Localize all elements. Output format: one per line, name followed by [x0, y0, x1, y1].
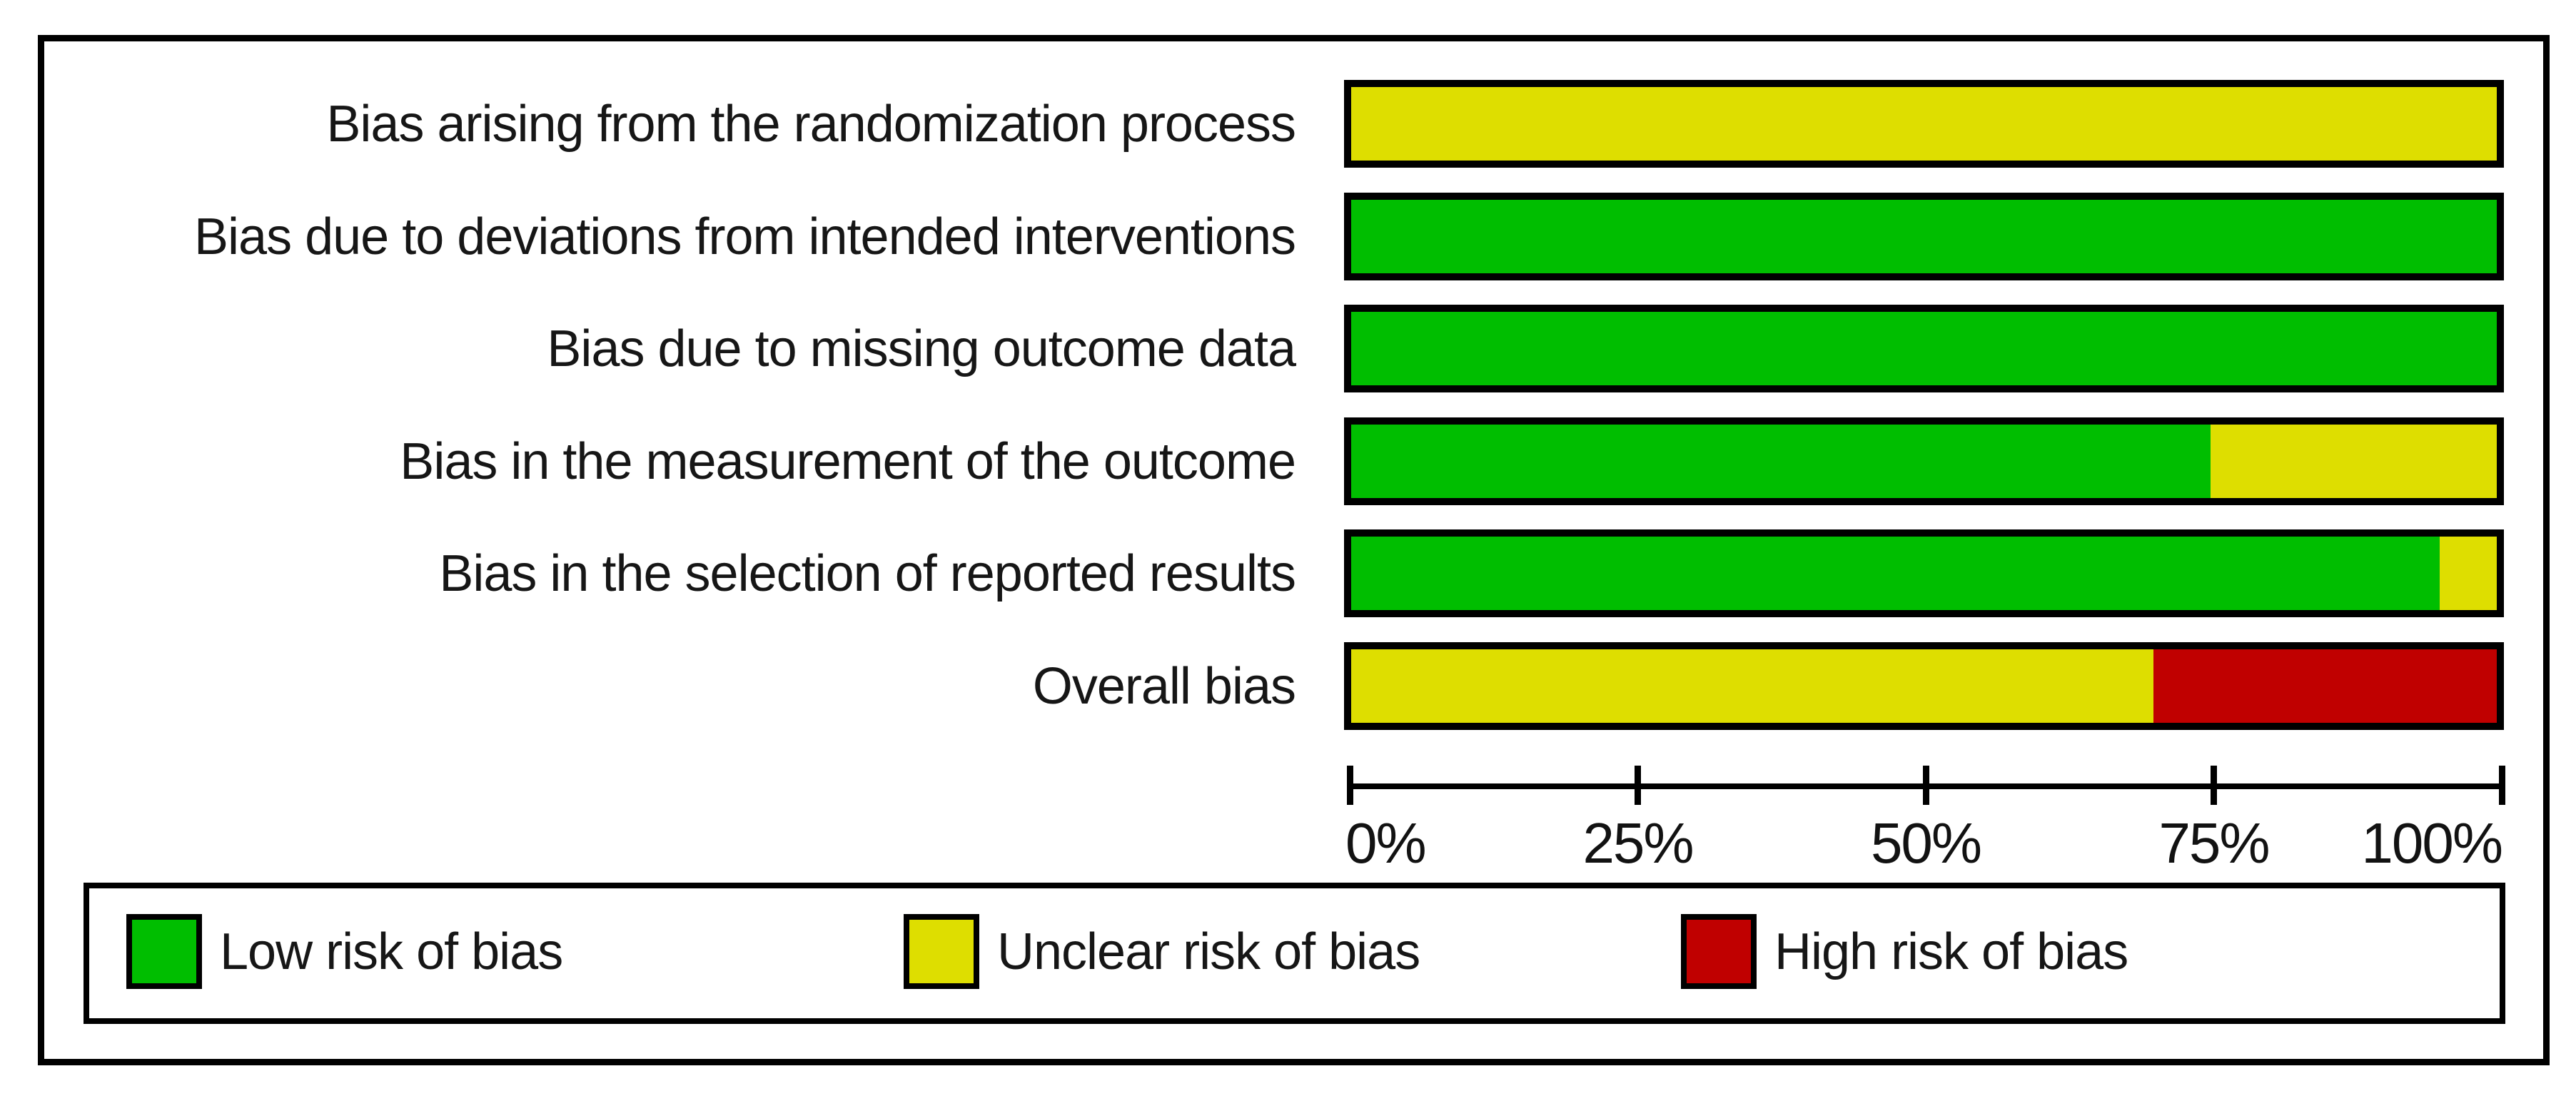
- segment-high-30pct: [2153, 649, 2497, 723]
- segment-unclear-100pct: [1351, 87, 2497, 161]
- segment-low-95pct: [1351, 537, 2440, 610]
- legend-label-high: High risk of bias: [1774, 923, 2128, 980]
- legend-label-unclear: Unclear risk of bias: [997, 923, 1420, 980]
- bar-label-3: Bias in the measurement of the outcome: [400, 432, 1296, 490]
- stacked-bar-0: [1344, 80, 2504, 168]
- bar-label-0: Bias arising from the randomization proc…: [326, 95, 1296, 153]
- bar-label-4: Bias in the selection of reported result…: [439, 544, 1296, 602]
- stacked-bar-4: [1344, 529, 2504, 617]
- stacked-bar-5: [1344, 642, 2504, 730]
- stacked-bar-1: [1344, 193, 2504, 280]
- legend-swatch-high: [1681, 914, 1757, 989]
- segment-unclear-5pct: [2439, 537, 2497, 610]
- legend-swatch-low: [126, 914, 202, 989]
- segment-unclear-25pct: [2210, 425, 2497, 498]
- x-axis-tick-25: [1635, 766, 1641, 805]
- x-axis-tick-label-75: 75%: [2158, 811, 2270, 875]
- bar-label-2: Bias due to missing outcome data: [547, 320, 1296, 377]
- stacked-bar-2: [1344, 305, 2504, 392]
- x-axis-tick-0: [1346, 766, 1353, 805]
- bar-label-1: Bias due to deviations from intended int…: [194, 208, 1296, 265]
- segment-low-100pct: [1351, 200, 2497, 273]
- x-axis-tick-50: [1922, 766, 1929, 805]
- legend-box: [84, 883, 2505, 1024]
- segment-unclear-70pct: [1351, 649, 2153, 723]
- x-axis-tick-label-100: 100%: [2361, 811, 2503, 875]
- x-axis-tick-label-50: 50%: [1870, 811, 1982, 875]
- legend-swatch-unclear: [904, 914, 979, 989]
- bar-label-5: Overall bias: [1032, 657, 1296, 715]
- segment-low-75pct: [1351, 425, 2211, 498]
- legend-label-low: Low risk of bias: [220, 923, 563, 980]
- stacked-bar-3: [1344, 417, 2504, 505]
- x-axis-tick-label-25: 25%: [1582, 811, 1694, 875]
- x-axis-tick-label-0: 0%: [1345, 811, 1427, 875]
- x-axis-tick-100: [2498, 766, 2505, 805]
- segment-low-100pct: [1351, 312, 2497, 385]
- x-axis-tick-75: [2211, 766, 2217, 805]
